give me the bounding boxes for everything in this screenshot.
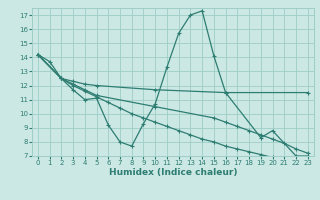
X-axis label: Humidex (Indice chaleur): Humidex (Indice chaleur) <box>108 168 237 177</box>
